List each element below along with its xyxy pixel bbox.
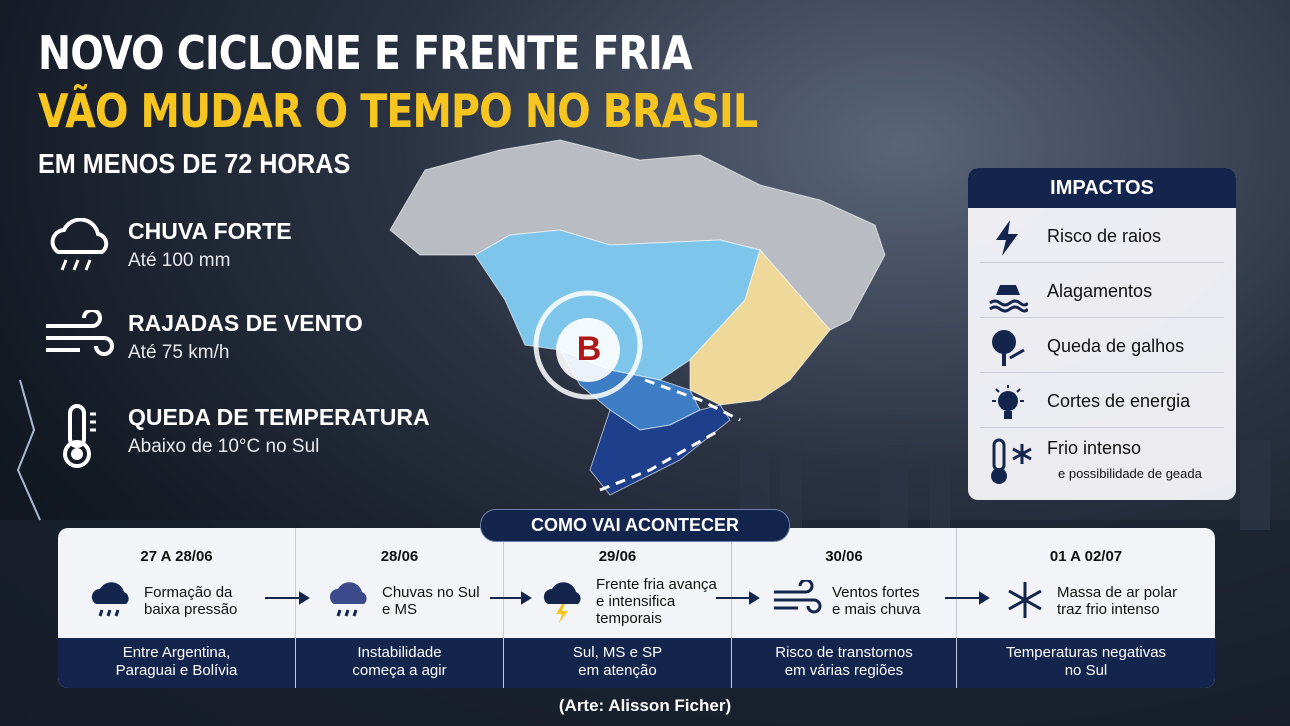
step-text: Chuvas no Sul e MS [382, 584, 480, 618]
step-date: 30/06 [825, 548, 863, 565]
step-text: Frente fria avança e intensifica tempora… [596, 576, 717, 627]
timeline-step: 27 A 28/06 Formação da baixa pressão Ent… [58, 528, 296, 688]
timeline-step: 29/06 Frente fria avança e intensifica t… [504, 528, 732, 688]
flood-icon [989, 285, 1028, 313]
hazard-detail: Abaixo de 10°C no Sul [128, 436, 320, 457]
impact-note: e possibilidade de geada [1058, 466, 1202, 481]
credit: (Arte: Alisson Ficher) [558, 696, 732, 715]
impact-label: Frio intenso [1047, 438, 1142, 458]
impacts-panel: IMPACTOS Risco de raios Alagamentos Qued… [968, 168, 1236, 500]
hazard-detail: Até 75 km/h [128, 342, 230, 363]
timeline-arrows [265, 591, 990, 605]
hazard-title: CHUVA FORTE [128, 218, 292, 244]
impact-item: Queda de galhos [980, 318, 1224, 373]
step-footer: Entre Argentina, Paraguai e Bolívia [58, 638, 295, 688]
step-footer: Risco de transtornos em várias regiões [732, 638, 956, 688]
rain-icon [50, 218, 109, 271]
impact-item: Frio intenso e possibilidade de geada [980, 428, 1224, 490]
step-date: 27 A 28/06 [140, 548, 213, 565]
impact-label: Queda de galhos [1047, 336, 1185, 356]
step-text: Formação da baixa pressão [144, 584, 238, 618]
step-date: 01 A 02/07 [1049, 548, 1123, 565]
step-footer: Instabilidade começa a agir [296, 638, 503, 688]
thermometer-icon [63, 404, 96, 468]
impact-label: Risco de raios [1047, 226, 1162, 246]
tree-icon [992, 330, 1025, 366]
hazard: RAJADAS DE VENTO Até 75 km/h [44, 310, 424, 380]
title-line2: VÃO MUDAR O TEMPO NO BRASIL [38, 84, 758, 138]
step-footer: Sul, MS e SP em atenção [504, 638, 731, 688]
wind-icon [46, 310, 114, 356]
cold-icon [991, 438, 1032, 484]
step-date: 29/06 [598, 548, 637, 565]
impact-label: Alagamentos [1047, 281, 1153, 301]
hazard: QUEDA DE TEMPERATURA Abaixo de 10°C no S… [44, 404, 430, 474]
step-text: Ventos fortes e mais chuva [832, 584, 921, 618]
rain-icon [329, 582, 367, 617]
bulb-icon [992, 385, 1024, 419]
timeline-step: 30/06 Ventos fortes e mais chuva Risco d… [732, 528, 957, 688]
step-text: Massa de ar polar traz frio intenso [1057, 584, 1178, 618]
wind-icon [774, 580, 822, 614]
hazard-detail: Até 100 mm [128, 250, 231, 271]
timeline-title: COMO VAI ACONTECER [480, 509, 790, 542]
impact-item: Cortes de energia [980, 373, 1224, 428]
snow-icon [1008, 582, 1042, 618]
timeline-step: 28/06 Chuvas no Sul e MS Instabilidade c… [296, 528, 504, 688]
title-line1: NOVO CICLONE E FRENTE FRIA [38, 26, 693, 80]
cyclone-label: B [576, 330, 602, 368]
step-date: 28/06 [380, 548, 419, 565]
lightning-icon [996, 220, 1018, 256]
timeline: 27 A 28/06 Formação da baixa pressão Ent… [58, 528, 1215, 688]
impact-item: Alagamentos [980, 263, 1224, 318]
hazard-title: RAJADAS DE VENTO [128, 310, 363, 336]
subtitle: EM MENOS DE 72 HORAS [38, 148, 351, 179]
timeline-step: 01 A 02/07 Massa de ar polar traz frio i… [957, 528, 1215, 688]
storm-icon [543, 582, 581, 623]
hazard: CHUVA FORTE Até 100 mm [44, 218, 424, 288]
impacts-title: IMPACTOS [968, 168, 1236, 208]
hazard-title: QUEDA DE TEMPERATURA [128, 404, 430, 430]
step-footer: Temperaturas negativas no Sul [957, 638, 1215, 688]
impact-item: Risco de raios [980, 208, 1224, 263]
rain-icon [91, 582, 129, 617]
impact-label: Cortes de energia [1047, 391, 1191, 411]
